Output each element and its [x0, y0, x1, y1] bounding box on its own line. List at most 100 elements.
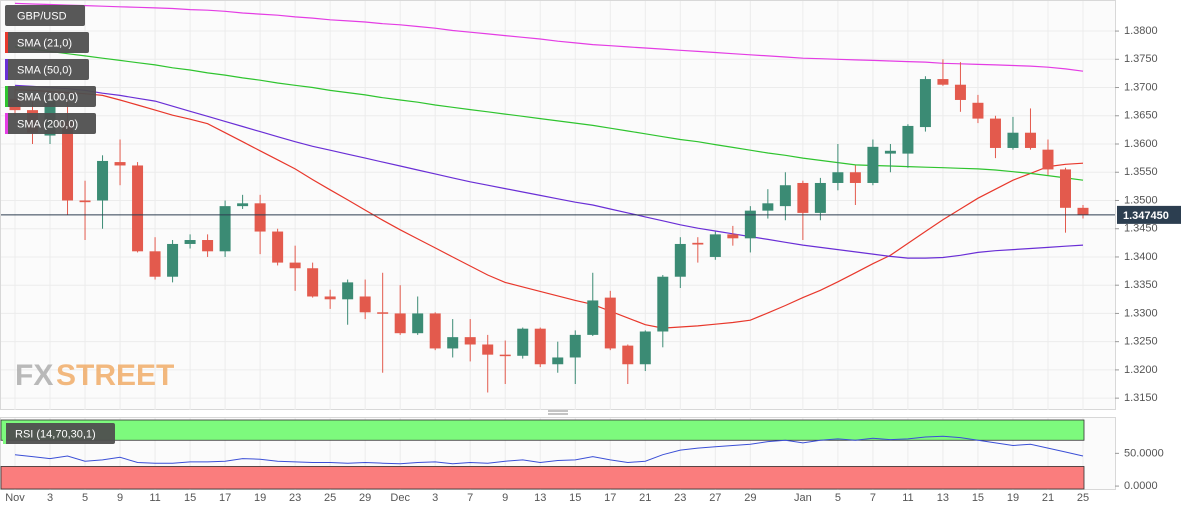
x-tick-label: 13	[534, 492, 546, 504]
y-tick-label: 1.3200	[1124, 364, 1158, 376]
candle-body	[832, 172, 844, 183]
x-tick-label: 25	[1077, 492, 1089, 504]
x-tick-label: 25	[324, 492, 336, 504]
candle-body	[919, 79, 931, 128]
candle-body	[534, 328, 546, 365]
legend-box	[5, 32, 89, 53]
x-tick-label: 5	[82, 492, 88, 504]
candle-body	[622, 345, 634, 365]
candle-body	[184, 240, 196, 244]
marks: 1.347450	[0, 2, 1181, 490]
legend-box	[3, 423, 115, 444]
candle-body	[569, 334, 581, 358]
candle-body	[604, 297, 616, 349]
candle-body	[464, 337, 476, 345]
x-tick-label: 9	[502, 492, 508, 504]
candle-body	[377, 312, 389, 314]
oversold-band	[0, 466, 1085, 490]
x-tick-label: 23	[674, 492, 686, 504]
y-tick-label: 1.3800	[1124, 25, 1158, 37]
candle-body	[1077, 207, 1089, 215]
y-tick-label: 1.3450	[1124, 223, 1158, 235]
candle-body	[1059, 169, 1071, 208]
x-tick-label: 15	[184, 492, 196, 504]
legend-swatch	[5, 59, 8, 80]
y-tick-label: 1.3700	[1124, 81, 1158, 93]
divider	[548, 410, 568, 415]
watermark: STREET	[56, 359, 174, 392]
x-tick-label: 17	[604, 492, 616, 504]
sma-line	[14, 2, 1084, 72]
candle-body	[1042, 149, 1054, 170]
candle-body	[639, 331, 651, 365]
candle-body	[324, 296, 336, 300]
x-tick-label: 13	[937, 492, 949, 504]
watermark: FX	[15, 359, 53, 392]
y-tick-label: 1.3350	[1124, 279, 1158, 291]
legend: GBP/USD SMA (21,0) SMA (50,0) SMA (100,0) SM…	[3, 5, 115, 444]
candle-body	[132, 165, 144, 252]
candle-body	[202, 240, 214, 252]
legend-box	[5, 113, 96, 134]
x-tick-label: 9	[117, 492, 123, 504]
x-tick-label: 17	[219, 492, 231, 504]
legend-box	[5, 86, 96, 107]
candle-body	[709, 234, 721, 257]
legend-label: GBP/USD	[17, 10, 67, 22]
x-tick-label: 15	[972, 492, 984, 504]
last-price-label: 1.347450	[1123, 210, 1169, 222]
x-tick-label: 3	[47, 492, 53, 504]
x-tick-label: 3	[432, 492, 438, 504]
candle-body	[902, 125, 914, 154]
candle-body	[62, 121, 74, 201]
x-tick-label: 21	[639, 492, 651, 504]
candle-body	[867, 146, 879, 183]
candle-body	[517, 328, 529, 356]
y-tick-label: 1.3500	[1124, 194, 1158, 206]
x-tick-label: 21	[1042, 492, 1054, 504]
candle-body	[289, 262, 301, 269]
x-tick-label: 11	[149, 492, 160, 504]
candle-body	[79, 200, 91, 203]
legend-swatch	[5, 86, 8, 107]
candle-body	[674, 243, 686, 277]
y-tick-label: 1.3150	[1124, 392, 1158, 404]
candle-body	[727, 234, 739, 239]
y-tick-label: 1.3750	[1124, 53, 1158, 65]
x-tick-label: Dec	[390, 492, 410, 504]
candle-body	[1007, 132, 1019, 148]
sma-line	[14, 46, 1084, 181]
x-tick-label: 7	[870, 492, 876, 504]
candle-body	[429, 313, 441, 349]
y-tick-label: 1.3650	[1124, 110, 1158, 122]
candle-body	[954, 84, 966, 100]
y-tick-label: 0.0000	[1124, 480, 1158, 492]
candle-body	[797, 182, 809, 213]
legend-swatch	[5, 32, 8, 53]
candle-body	[359, 296, 371, 313]
candle-body	[167, 243, 179, 277]
legend-label: SMA (50,0)	[17, 64, 72, 76]
candle-body	[1024, 132, 1036, 148]
sma-line	[14, 89, 1084, 329]
candle-body	[219, 206, 231, 252]
candle-body	[114, 162, 126, 166]
legend-box	[5, 59, 89, 80]
legend-swatch	[3, 423, 6, 444]
y-tick-label: 1.3400	[1124, 251, 1158, 263]
candle-body	[692, 242, 704, 245]
y-tick-label: 1.3600	[1124, 138, 1158, 150]
candle-body	[937, 79, 949, 85]
x-tick-label: 7	[467, 492, 473, 504]
candle-body	[884, 150, 896, 154]
candle-body	[762, 203, 774, 211]
x-tick-label: 15	[569, 492, 581, 504]
candle-body	[482, 344, 494, 355]
legend-label: RSI (14,70,30,1)	[15, 428, 96, 440]
candle-body	[447, 337, 459, 349]
candle-body	[849, 172, 861, 183]
y-tick-label: 1.3300	[1124, 307, 1158, 319]
candle-body	[989, 118, 1001, 148]
candle-body	[814, 182, 826, 213]
